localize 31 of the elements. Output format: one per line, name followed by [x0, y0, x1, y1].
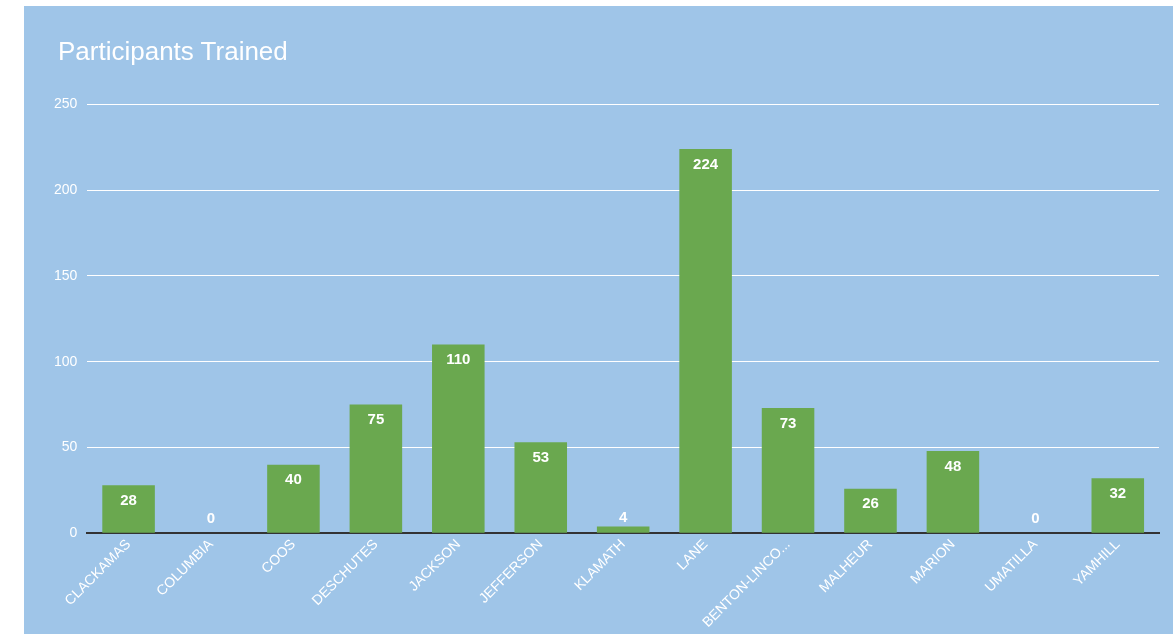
bar — [267, 464, 320, 533]
bar — [761, 408, 815, 533]
bar — [514, 442, 568, 533]
data-label: 28 — [120, 490, 137, 508]
y-tick-label: 100 — [54, 352, 78, 369]
bar — [844, 488, 897, 533]
data-label: 110 — [446, 350, 471, 368]
y-tick-label: 200 — [54, 181, 78, 198]
bar — [432, 344, 485, 533]
bar — [596, 526, 650, 533]
data-label: 32 — [1109, 483, 1127, 501]
y-tick-label: 250 — [54, 95, 78, 112]
data-label: 26 — [862, 494, 879, 512]
bar — [349, 404, 403, 533]
bar — [926, 450, 980, 533]
bar — [1091, 478, 1145, 533]
data-label: 4 — [619, 508, 629, 526]
data-label: 75 — [367, 410, 385, 428]
y-tick-label: 0 — [69, 524, 78, 541]
data-label: 53 — [532, 447, 550, 465]
bar — [679, 149, 732, 533]
bar — [102, 485, 155, 533]
data-label: 73 — [779, 413, 797, 431]
data-label: 48 — [944, 456, 962, 474]
data-label: 224 — [693, 154, 719, 172]
chart-title: Participants Trained — [58, 36, 288, 67]
data-label: 0 — [1031, 508, 1040, 526]
data-label: 40 — [285, 470, 302, 488]
y-tick-label: 150 — [54, 266, 78, 283]
data-label: 0 — [206, 508, 216, 526]
y-tick-label: 50 — [61, 438, 78, 455]
